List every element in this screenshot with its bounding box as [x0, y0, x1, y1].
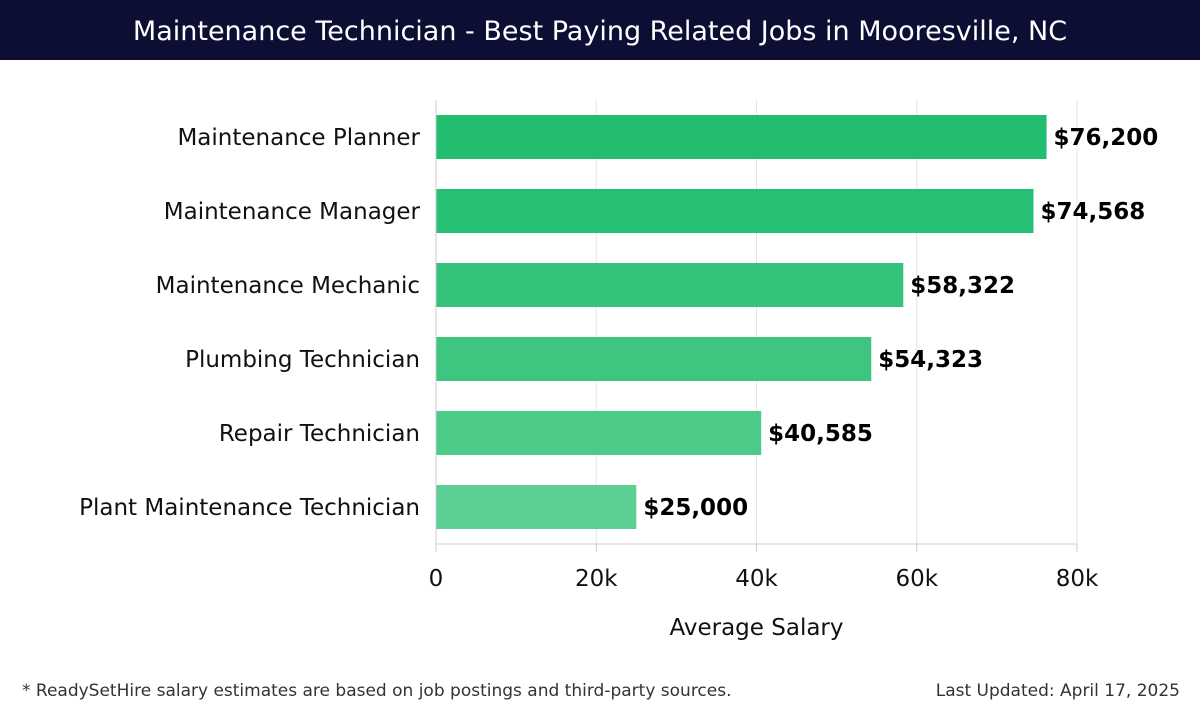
value-label-5: $25,000: [643, 495, 748, 521]
bar-3: [436, 337, 872, 381]
category-label-4: Repair Technician: [219, 421, 420, 447]
category-label-0: Maintenance Planner: [177, 125, 420, 151]
bar-chart: Maintenance Planner $76,200 Maintenance Ma…: [79, 100, 1159, 641]
category-label-1: Maintenance Manager: [164, 199, 421, 225]
bar-2: [436, 263, 904, 307]
value-label-2: $58,322: [910, 273, 1015, 299]
x-axis-title: Average Salary: [669, 615, 843, 641]
x-tick-label-0: 0: [429, 566, 444, 592]
bar-1: [436, 189, 1034, 233]
x-tick-label-1: 20k: [575, 566, 618, 592]
value-label-4: $40,585: [768, 421, 873, 447]
category-label-2: Maintenance Mechanic: [156, 273, 420, 299]
value-label-0: $76,200: [1054, 125, 1159, 151]
bar-5: [436, 485, 637, 529]
x-tick-label-4: 80k: [1056, 566, 1099, 592]
value-label-1: $74,568: [1040, 199, 1145, 225]
x-tick-label-2: 40k: [735, 566, 778, 592]
bar-4: [436, 411, 762, 455]
bar-0: [436, 115, 1047, 159]
chart-title: Maintenance Technician - Best Paying Rel…: [0, 0, 1200, 60]
category-label-5: Plant Maintenance Technician: [79, 495, 420, 521]
x-tick-label-3: 60k: [895, 566, 938, 592]
value-label-3: $54,323: [878, 347, 983, 373]
last-updated: Last Updated: April 17, 2025: [935, 681, 1180, 701]
footer-note: * ReadySetHire salary estimates are base…: [22, 681, 732, 701]
category-label-3: Plumbing Technician: [185, 347, 420, 373]
